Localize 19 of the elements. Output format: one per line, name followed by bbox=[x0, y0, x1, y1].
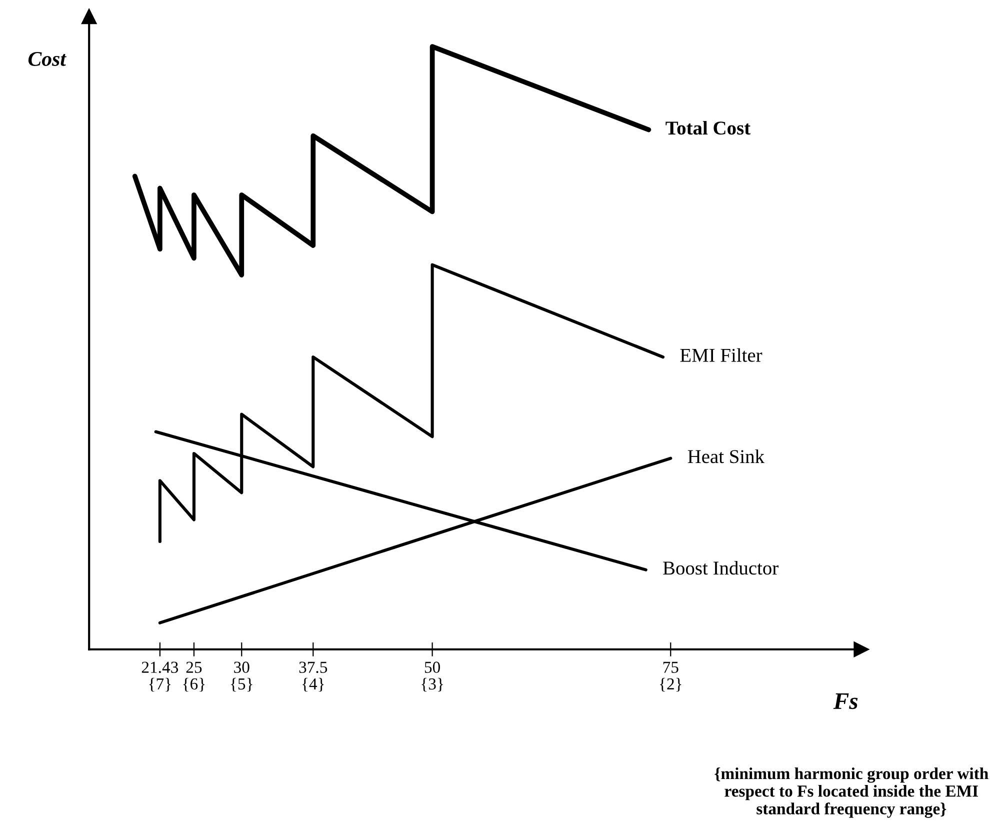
x-tick-label: 30 bbox=[234, 662, 250, 673]
series-label: Total Cost bbox=[666, 120, 750, 135]
text: {6} bbox=[183, 678, 205, 692]
x-tick-label: 21.43 bbox=[142, 662, 178, 673]
x-tick-label: 75 bbox=[663, 662, 678, 673]
x-axis-title: Fs bbox=[833, 693, 858, 710]
text: {4} bbox=[302, 678, 324, 692]
x-tick-label: 37.5 bbox=[299, 662, 328, 673]
series-label: EMI Filter bbox=[680, 348, 762, 362]
text: {3} bbox=[422, 678, 443, 692]
text: {2} bbox=[660, 678, 682, 692]
x-tick-label: 50 bbox=[424, 662, 440, 673]
text: {5} bbox=[230, 678, 252, 692]
series-label: Boost Inductor bbox=[663, 560, 778, 575]
text: {7} bbox=[149, 678, 171, 692]
x-tick-label: 25 bbox=[186, 662, 202, 673]
series-label: Heat Sink bbox=[688, 449, 765, 464]
text: {minimum harmonic group order with respect to Fs located inside the EMI standard frequency range} bbox=[714, 767, 988, 818]
y-axis-title: Cost bbox=[28, 52, 66, 66]
